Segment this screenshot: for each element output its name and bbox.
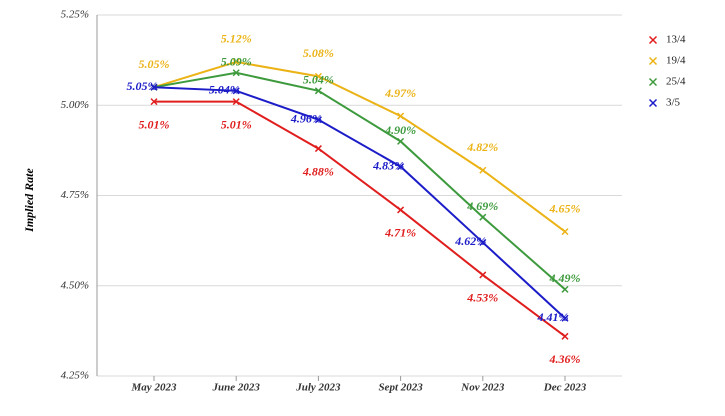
- legend-label: 3/5: [666, 97, 681, 109]
- value-label: 5.01%: [139, 117, 170, 131]
- point-marker-stroke: [561, 285, 569, 293]
- point-marker: [150, 83, 158, 91]
- value-label: 4.69%: [466, 199, 498, 213]
- value-label: 5.05%: [127, 79, 158, 93]
- point-marker: [232, 58, 240, 66]
- legend-marker: [648, 56, 658, 66]
- y-tick-label: 5.00%: [61, 99, 89, 111]
- value-label: 4.83%: [372, 158, 404, 172]
- point-marker: [561, 285, 569, 293]
- y-tick-label: 4.75%: [61, 189, 89, 201]
- value-label: 5.09%: [221, 55, 252, 69]
- point-marker-stroke: [479, 166, 487, 174]
- point-marker: [479, 166, 487, 174]
- series-line: [153, 60, 566, 233]
- value-label: 4.53%: [466, 291, 498, 305]
- point-marker: [397, 163, 405, 171]
- point-marker-stroke: [150, 98, 158, 106]
- point-marker-stroke: [314, 145, 322, 153]
- value-label: 5.05%: [139, 57, 170, 71]
- point-marker: [232, 87, 240, 95]
- x-tick-label: Dec 2023: [543, 382, 587, 394]
- value-label: 4.97%: [384, 86, 416, 100]
- y-axis-label: Implied Rate: [22, 168, 36, 233]
- legend-marker-stroke: [648, 77, 658, 87]
- x-tick-label: May 2023: [131, 382, 177, 394]
- point-marker: [479, 213, 487, 221]
- point-marker: [314, 116, 322, 124]
- x-tick-label: July 2023: [295, 382, 341, 394]
- point-marker-stroke: [561, 314, 569, 322]
- point-marker-stroke: [232, 98, 240, 106]
- point-marker: [479, 238, 487, 246]
- value-label: 4.36%: [549, 352, 581, 366]
- y-tick-label: 4.50%: [61, 279, 89, 291]
- point-marker-stroke: [561, 228, 569, 236]
- point-marker-stroke: [150, 83, 158, 91]
- y-tick-label: 5.25%: [61, 9, 89, 21]
- point-marker: [561, 314, 569, 322]
- point-marker-stroke: [397, 163, 405, 171]
- point-marker: [479, 271, 487, 279]
- series-line: [153, 71, 566, 291]
- x-tick-label: Nov 2023: [460, 382, 505, 394]
- point-marker-stroke: [232, 58, 240, 66]
- point-marker-stroke: [314, 72, 322, 80]
- point-marker: [314, 87, 322, 95]
- point-marker: [397, 206, 405, 214]
- point-marker: [150, 98, 158, 106]
- point-marker-stroke: [397, 206, 405, 214]
- value-label: 4.49%: [549, 271, 581, 285]
- value-label: 4.82%: [466, 140, 498, 154]
- point-marker: [314, 145, 322, 153]
- x-tick-label: June 2023: [212, 382, 261, 394]
- value-label: 5.04%: [303, 73, 334, 87]
- value-label: 5.01%: [221, 117, 252, 131]
- point-marker-stroke: [232, 69, 240, 77]
- legend-marker-stroke: [648, 35, 658, 45]
- legend-marker-stroke: [648, 98, 658, 108]
- point-marker-stroke: [397, 112, 405, 120]
- legend-marker: [648, 35, 658, 45]
- x-tick-label: Sept 2023: [378, 382, 423, 394]
- point-marker: [397, 112, 405, 120]
- value-label: 4.71%: [384, 226, 416, 240]
- point-marker-stroke: [314, 116, 322, 124]
- point-marker: [561, 228, 569, 236]
- point-marker: [232, 69, 240, 77]
- point-marker-stroke: [314, 87, 322, 95]
- legend-marker: [648, 98, 658, 108]
- point-marker-stroke: [561, 332, 569, 340]
- point-marker: [314, 72, 322, 80]
- point-marker-stroke: [479, 213, 487, 221]
- point-marker-stroke: [479, 271, 487, 279]
- value-label: 5.08%: [303, 46, 334, 60]
- value-label: 4.90%: [384, 123, 416, 137]
- series-line: [153, 86, 566, 319]
- value-label: 5.04%: [209, 83, 240, 97]
- point-marker: [561, 332, 569, 340]
- value-label: 4.65%: [549, 201, 581, 215]
- value-label: 4.88%: [302, 164, 334, 178]
- value-label: 4.96%: [290, 111, 322, 125]
- legend-label: 19/4: [666, 55, 686, 67]
- value-label: 5.12%: [221, 32, 252, 46]
- point-marker-stroke: [397, 137, 405, 145]
- point-marker: [232, 98, 240, 106]
- series-line: [154, 100, 566, 338]
- y-tick-label: 4.25%: [61, 370, 89, 382]
- point-marker-stroke: [479, 238, 487, 246]
- point-marker-stroke: [232, 87, 240, 95]
- point-marker: [397, 137, 405, 145]
- value-label: 4.62%: [454, 234, 486, 248]
- legend-label: 25/4: [666, 76, 686, 88]
- legend-marker-stroke: [648, 56, 658, 66]
- legend-marker: [648, 77, 658, 87]
- value-label: 4.41%: [537, 310, 569, 324]
- legend-label: 13/4: [666, 34, 686, 46]
